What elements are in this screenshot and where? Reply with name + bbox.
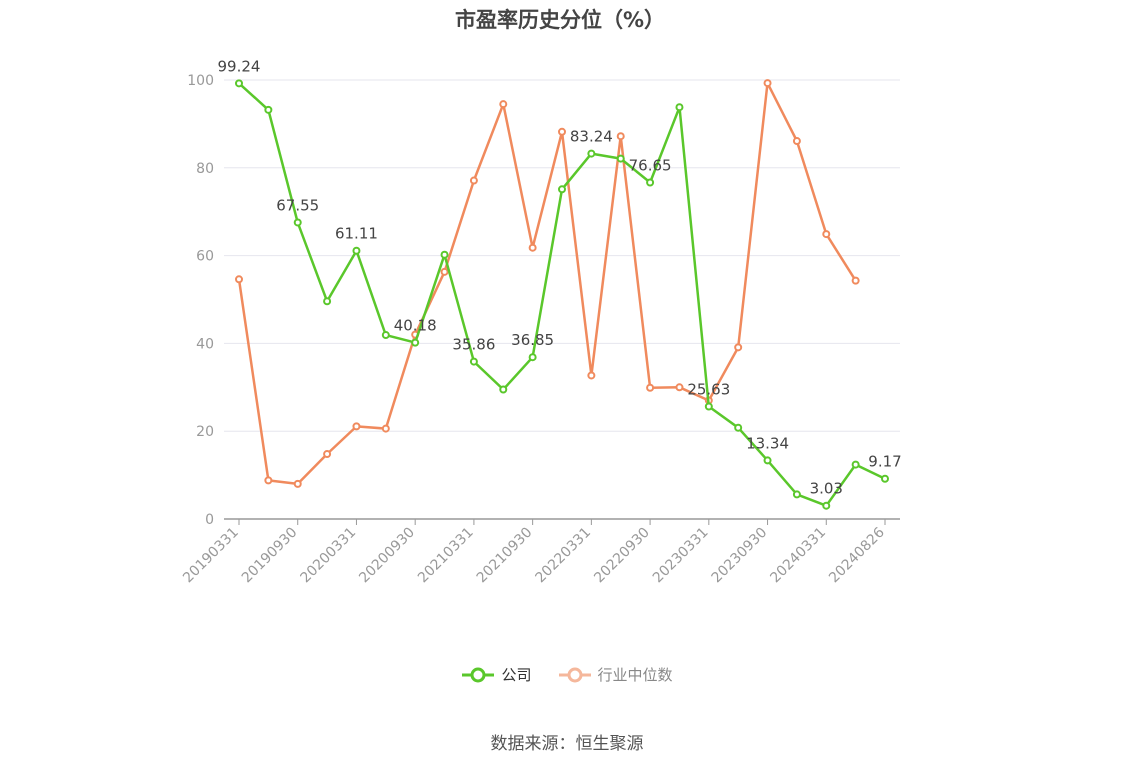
data-point (469, 357, 478, 366)
data-label: 76.65 (629, 157, 672, 175)
data-point (792, 137, 801, 146)
data-point (352, 246, 361, 255)
data-point (440, 250, 449, 259)
x-tick-label: 20210930 (474, 525, 536, 587)
data-point (763, 456, 772, 465)
data-label: 25.63 (687, 380, 730, 398)
data-point (792, 490, 801, 499)
chart-plot: 0 20 40 60 80 100 2019033120190930202003312020… (180, 57, 902, 587)
data-label: 13.34 (746, 434, 789, 452)
y-tick-label: 60 (196, 249, 214, 265)
data-point (558, 127, 566, 136)
data-point (469, 176, 478, 185)
data-label: 9.17 (868, 453, 901, 471)
data-point (293, 479, 302, 488)
x-tick-label: 20230331 (650, 525, 712, 587)
legend-line-marker-icon (462, 667, 495, 682)
data-label: 35.86 (452, 336, 495, 354)
data-point (704, 402, 713, 411)
data-point (675, 383, 684, 392)
series-line (237, 81, 857, 486)
legend: 公司 行业中位数 (0, 664, 1134, 685)
data-point (734, 423, 743, 432)
x-tick-label: 20190331 (180, 525, 242, 587)
data-point (851, 276, 860, 285)
y-tick-label: 100 (187, 73, 214, 89)
data-label: 36.85 (511, 331, 554, 349)
data-point (528, 353, 537, 362)
data-label: 99.24 (218, 57, 261, 75)
data-point (881, 474, 889, 483)
data-point (763, 79, 772, 88)
data-label: 3.03 (810, 480, 843, 498)
x-tick-label: 20210331 (415, 525, 477, 587)
data-label: 40.18 (394, 317, 437, 335)
y-tick-label: 20 (196, 424, 214, 440)
data-point (352, 422, 361, 431)
legend-label-company: 公司 (501, 666, 532, 684)
legend-line-marker-icon (558, 667, 591, 682)
data-point (616, 132, 625, 141)
x-tick-label: 20220331 (532, 525, 594, 587)
data-point (528, 243, 537, 252)
data-point (381, 424, 390, 433)
data-source-note: 数据来源：恒生聚源 (490, 734, 644, 754)
data-point (558, 185, 566, 194)
x-tick-label: 20220930 (591, 525, 653, 587)
data-point (646, 383, 655, 392)
y-tick-label: 80 (196, 161, 214, 177)
data-point (264, 476, 273, 485)
y-tick-label: 0 (205, 512, 214, 528)
data-point (851, 460, 860, 469)
x-tick-label: 20190930 (239, 525, 301, 587)
legend-item-company[interactable]: 公司 (461, 664, 532, 685)
x-tick-label: 20230930 (709, 525, 771, 587)
data-point (499, 385, 508, 394)
data-label: 83.24 (570, 128, 613, 146)
data-point (323, 297, 332, 306)
data-point (646, 178, 655, 187)
x-tick-label: 20240331 (767, 525, 829, 587)
data-label: 61.11 (335, 225, 378, 243)
data-point (675, 103, 684, 112)
data-point (264, 105, 273, 114)
data-point (235, 79, 243, 88)
data-point (235, 275, 243, 284)
data-point (323, 450, 332, 459)
data-point (616, 154, 625, 163)
x-tick-label: 20200331 (298, 525, 360, 587)
data-point (411, 338, 420, 347)
x-tick-label: 20240826 (826, 524, 888, 586)
y-tick-label: 40 (196, 336, 214, 352)
chart-title: 市盈率历史分位（%） (454, 8, 666, 32)
data-point (822, 230, 831, 239)
legend-label-industry-median: 行业中位数 (597, 666, 673, 684)
data-point (587, 149, 596, 158)
data-point (499, 100, 508, 109)
data-point (381, 331, 390, 340)
data-point (734, 343, 743, 352)
legend-item-industry-median[interactable]: 行业中位数 (558, 664, 673, 685)
data-point (587, 371, 596, 380)
x-tick-label: 20200930 (356, 525, 418, 587)
data-point (293, 218, 302, 227)
data-label: 67.55 (276, 196, 319, 214)
data-point (822, 501, 831, 510)
data-point (440, 267, 449, 276)
